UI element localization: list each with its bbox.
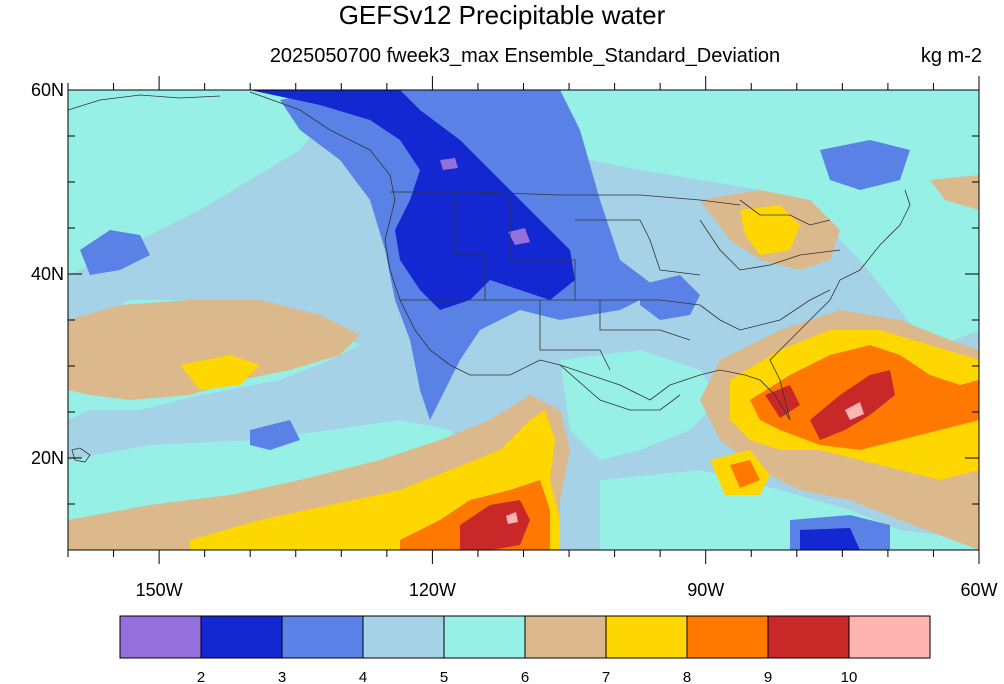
colorbar-label-6: 6 (521, 669, 529, 684)
border-us-canada (390, 191, 741, 206)
lon-label-150w: 150W (136, 580, 183, 600)
colorbar-label-8: 8 (683, 669, 691, 684)
field-region-red-atlantic (810, 370, 895, 440)
border-line-3 (509, 195, 576, 300)
colorbar-label-7: 7 (602, 669, 610, 684)
colorbar-label-4: 4 (359, 669, 367, 684)
border-mexico (559, 364, 681, 411)
colorbar-box (524, 615, 607, 659)
lon-label-120w: 120W (409, 580, 456, 600)
field-region-red-south-pacific (460, 500, 530, 550)
border-line-5 (539, 300, 611, 371)
border-line-4 (575, 219, 701, 276)
colorbar-label-10: 10 (841, 669, 858, 684)
field-region-blue-canada-patch (820, 140, 910, 190)
precipitable-water-field (68, 90, 979, 550)
lon-label-90w: 90W (687, 580, 724, 600)
colorbar-box (686, 615, 769, 659)
border-line-6 (599, 300, 691, 341)
field-region-purple-patch (508, 228, 530, 245)
colorbar-box (281, 615, 364, 659)
field-region-tan-central-pacific (68, 300, 360, 400)
longitude-labels: 150W 120W 90W 60W (136, 580, 998, 600)
colorbar-box (362, 615, 445, 659)
coastline-north-america (249, 91, 911, 421)
colorbar-label-9: 9 (764, 669, 772, 684)
units-label: kg m-2 (921, 45, 982, 67)
field-region-cyan-gulf (560, 350, 720, 460)
colorbar-label-2: 2 (197, 669, 205, 684)
field-region-blue-plains-patch (640, 275, 700, 320)
axis-ticks (67, 76, 980, 564)
field-region-tan-northeast-edge (930, 175, 979, 210)
border-line-2 (454, 192, 486, 300)
field-region-orange-caribbean-patch (730, 460, 760, 488)
colorbar-box (767, 615, 850, 659)
colorbar-labels: 2 3 4 5 6 7 8 9 10 (197, 669, 858, 684)
field-region-darkblue-northwest (250, 90, 575, 310)
field-region-blue-pacific-patch (80, 230, 150, 275)
field-region-pink-patch-2 (506, 512, 518, 524)
colorbar-box (848, 615, 931, 659)
colorbar-boxes (119, 615, 931, 659)
coastline-alaska (68, 94, 221, 111)
field-region-purple-patch-2 (440, 158, 458, 170)
colorbar-box (605, 615, 688, 659)
border-great-lakes (739, 199, 831, 226)
lat-label-40n: 40N (31, 264, 64, 284)
colorbar-box (119, 615, 202, 659)
colorbar-label-3: 3 (278, 669, 286, 684)
lat-label-20n: 20N (31, 448, 64, 468)
border-line-7 (699, 289, 831, 331)
lat-label-60n: 60N (31, 80, 64, 100)
field-region-gold-pacific-patch (180, 355, 260, 390)
field-region-pink-patch (845, 402, 864, 420)
field-region-gold-great-lakes (740, 205, 800, 255)
colorbar-box (443, 615, 526, 659)
colorbar: 2 3 4 5 6 7 8 9 10 (119, 615, 931, 684)
latitude-labels: 60N 40N 20N (31, 80, 64, 468)
field-region-cyan-northwest (68, 90, 330, 275)
figure-title: GEFSv12 Precipitable water (339, 0, 666, 30)
field-region-blue-small-patch (250, 420, 300, 450)
colorbar-box (200, 615, 283, 659)
colorbar-label-5: 5 (440, 669, 448, 684)
border-line-8 (699, 219, 841, 271)
lon-label-60w: 60W (960, 580, 997, 600)
field-region-darkblue-south-patch (800, 528, 860, 550)
coastlines-and-borders (68, 91, 911, 463)
figure-subtitle: 2025050700 fweek3_max Ensemble_Standard_… (270, 45, 780, 67)
